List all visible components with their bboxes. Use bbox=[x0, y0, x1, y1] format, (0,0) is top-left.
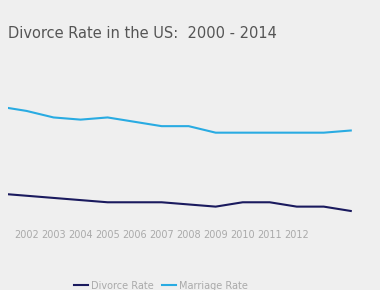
Text: Divorce Rate in the US:  2000 - 2014: Divorce Rate in the US: 2000 - 2014 bbox=[8, 26, 277, 41]
Legend: Divorce Rate, Marriage Rate: Divorce Rate, Marriage Rate bbox=[70, 277, 252, 290]
